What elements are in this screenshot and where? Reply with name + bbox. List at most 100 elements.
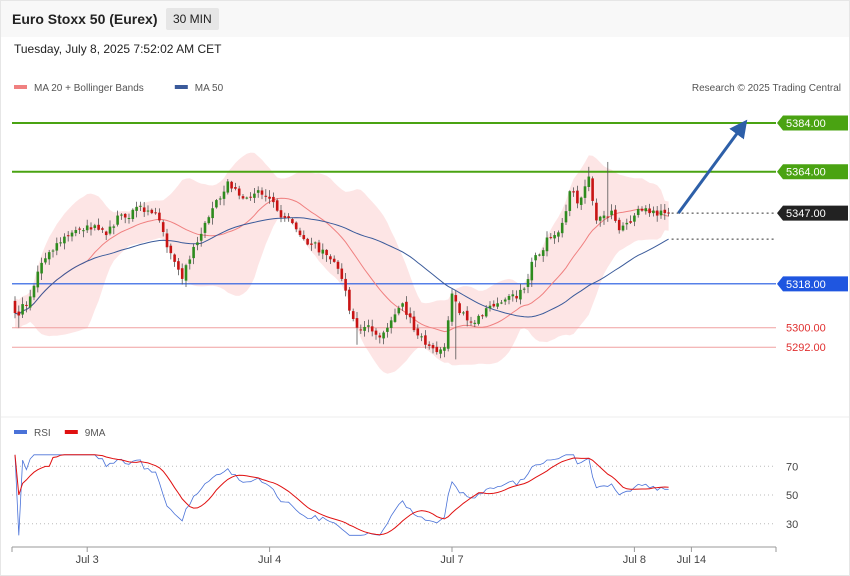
candle bbox=[617, 217, 621, 234]
candle-body bbox=[644, 208, 648, 212]
candle-body bbox=[534, 255, 537, 261]
candle bbox=[135, 201, 138, 218]
rsi-line bbox=[14, 454, 669, 536]
candle-body bbox=[36, 271, 40, 288]
candle bbox=[89, 222, 93, 236]
rsi-legend-label: RSI bbox=[34, 428, 51, 439]
candle-body bbox=[583, 186, 587, 198]
candle-body bbox=[215, 200, 218, 208]
level-label-text: 5318.00 bbox=[786, 279, 826, 291]
candle bbox=[541, 247, 545, 262]
candle-body bbox=[496, 303, 499, 307]
candle-body bbox=[370, 326, 374, 332]
candle bbox=[158, 208, 161, 223]
interval-badge[interactable]: 30 MIN bbox=[166, 8, 219, 30]
candle bbox=[367, 319, 370, 333]
candle-body bbox=[169, 245, 173, 254]
candle-body bbox=[503, 299, 507, 302]
candle-body bbox=[203, 222, 207, 233]
candle-body bbox=[196, 242, 199, 246]
candle-body bbox=[492, 303, 496, 307]
candle bbox=[294, 221, 298, 233]
candle-body bbox=[154, 212, 157, 214]
candle bbox=[492, 300, 496, 308]
candle bbox=[598, 215, 602, 227]
candle bbox=[587, 166, 591, 192]
candle-body bbox=[617, 219, 621, 231]
candle-body bbox=[218, 198, 222, 200]
candle bbox=[120, 213, 123, 220]
candle-body bbox=[226, 181, 230, 193]
candle bbox=[169, 243, 173, 260]
candle bbox=[378, 332, 382, 344]
candle bbox=[47, 249, 51, 265]
candle bbox=[397, 305, 401, 316]
candle bbox=[256, 186, 260, 198]
candle-body bbox=[374, 330, 378, 335]
candle-body bbox=[591, 178, 594, 201]
candle-body bbox=[389, 320, 393, 328]
candle-body bbox=[184, 265, 188, 281]
rsi-tick-label: 30 bbox=[786, 519, 798, 531]
candle bbox=[431, 342, 435, 354]
candle-body bbox=[458, 303, 461, 314]
candle-body bbox=[63, 236, 66, 244]
candle-body bbox=[108, 226, 112, 234]
price-levels bbox=[12, 121, 776, 348]
candle bbox=[576, 185, 579, 209]
candle bbox=[412, 310, 416, 333]
candle bbox=[101, 226, 104, 233]
candle bbox=[283, 212, 287, 222]
candle bbox=[44, 252, 47, 265]
candle-body bbox=[32, 285, 36, 298]
main-legend: MA 20 + Bollinger Bands MA 50 bbox=[14, 83, 224, 94]
candle-body bbox=[291, 219, 294, 224]
candle-body bbox=[420, 336, 423, 338]
level-tag bbox=[777, 164, 848, 180]
candle-body bbox=[123, 213, 127, 218]
legend-label: MA 20 + Bollinger Bands bbox=[34, 83, 144, 94]
candle-body bbox=[165, 233, 169, 248]
ma20-line bbox=[14, 197, 669, 333]
candle bbox=[538, 253, 541, 257]
candle-body bbox=[633, 215, 636, 222]
candle bbox=[579, 196, 583, 210]
candle bbox=[435, 341, 439, 355]
candle-body bbox=[177, 261, 180, 270]
candle-body bbox=[47, 252, 51, 260]
candle bbox=[123, 213, 127, 224]
candle bbox=[370, 319, 374, 337]
candle-body bbox=[306, 238, 309, 245]
level-label-5292.00: 5292.00 bbox=[786, 342, 826, 354]
candle-body bbox=[587, 176, 591, 187]
candle-body bbox=[268, 196, 271, 199]
candle bbox=[572, 187, 575, 197]
candle bbox=[154, 207, 157, 215]
candle-body bbox=[150, 209, 154, 214]
candle-body bbox=[135, 206, 138, 211]
candle-body bbox=[359, 329, 363, 331]
candle-body bbox=[245, 197, 249, 199]
candle-body bbox=[549, 237, 553, 239]
candle-body bbox=[332, 258, 336, 262]
candle bbox=[568, 190, 572, 217]
candle-body bbox=[469, 321, 473, 323]
candle bbox=[32, 284, 36, 301]
candle-body bbox=[477, 315, 480, 324]
candle bbox=[636, 205, 640, 218]
candle-body bbox=[519, 289, 522, 300]
candle-body bbox=[340, 268, 344, 279]
candle bbox=[500, 299, 503, 305]
candle-body bbox=[614, 209, 617, 221]
candle bbox=[416, 324, 420, 339]
candle-body bbox=[161, 222, 165, 233]
candle bbox=[13, 296, 17, 319]
candle-body bbox=[25, 304, 28, 306]
candle bbox=[184, 263, 188, 287]
candle bbox=[249, 192, 252, 201]
candle bbox=[207, 215, 211, 225]
candle-body bbox=[317, 242, 321, 253]
candle-body bbox=[146, 210, 150, 212]
